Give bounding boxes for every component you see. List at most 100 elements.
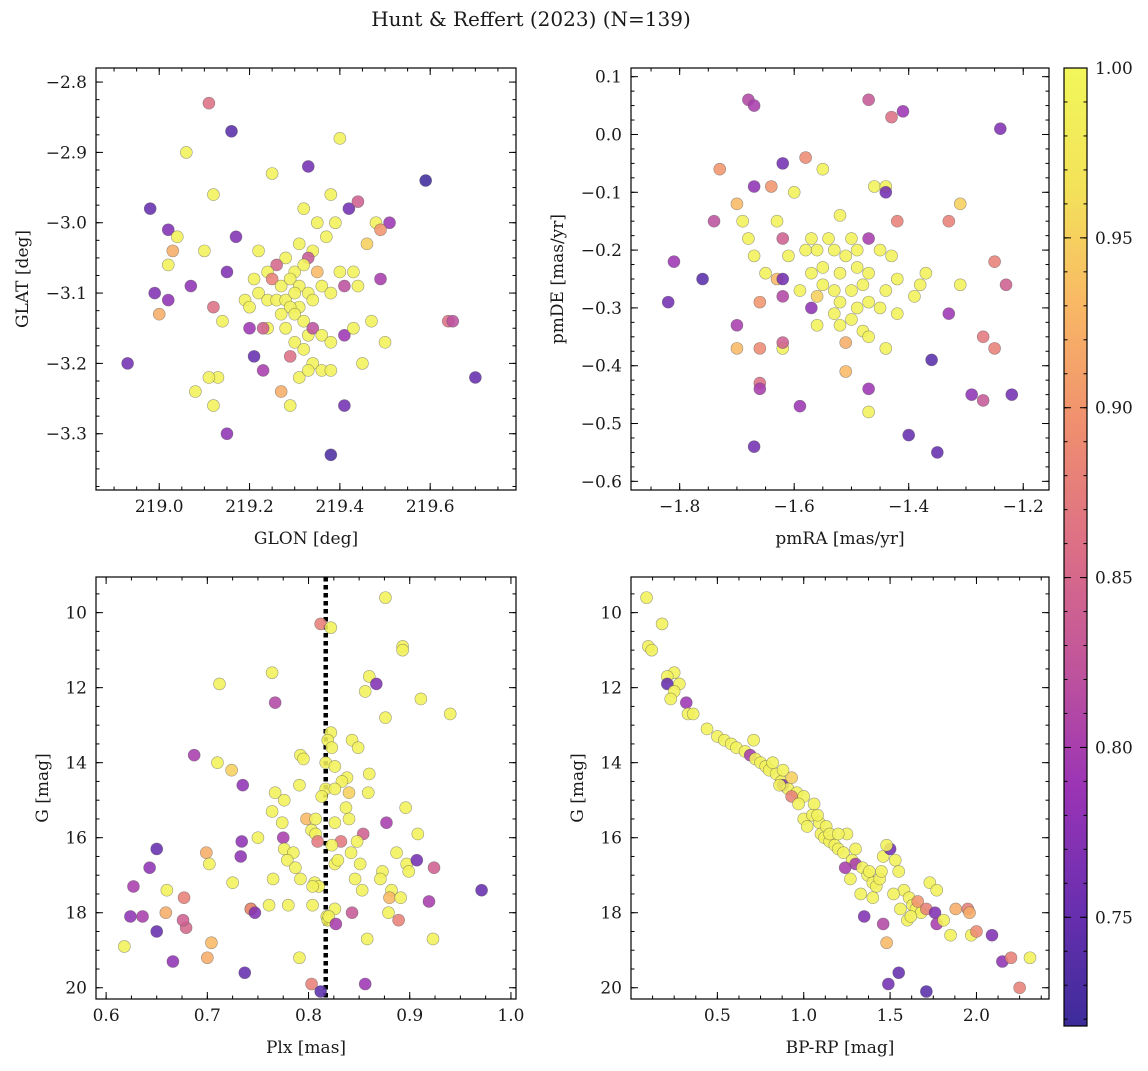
data-point <box>220 427 234 441</box>
data-point <box>661 295 675 309</box>
data-point <box>785 771 798 784</box>
data-point <box>414 692 428 706</box>
data-point <box>176 913 190 927</box>
colorbar-tick-label: 0.90 <box>1095 399 1133 419</box>
data-point <box>360 932 374 946</box>
data-point <box>355 883 369 897</box>
data-point <box>184 279 198 293</box>
data-point <box>640 591 653 604</box>
data-point <box>793 399 807 413</box>
data-point <box>862 93 875 107</box>
axes-frame <box>95 67 517 491</box>
data-point <box>279 321 292 335</box>
data-point <box>328 782 342 796</box>
data-point <box>331 853 345 867</box>
data-point <box>297 343 311 356</box>
data-point <box>645 643 659 657</box>
data-point <box>297 752 310 766</box>
data-point <box>370 677 383 691</box>
data-point <box>854 887 868 901</box>
data-point <box>200 846 213 860</box>
y-tick-label: −2.9 <box>46 143 87 163</box>
data-point <box>166 955 180 968</box>
data-point <box>382 906 395 920</box>
y-axis-label: pmDE [mas/yr] <box>548 214 568 344</box>
data-point <box>390 846 403 860</box>
data-point <box>344 846 358 860</box>
data-point <box>213 677 226 691</box>
y-tick-label: −3.2 <box>46 354 87 374</box>
data-point <box>294 872 307 886</box>
panel-plx: 0.6 0.7 0.8 0.9 1.0 10 12 14 16 18 20 Plx [mas] G [m… <box>33 576 524 1058</box>
data-point <box>747 440 761 453</box>
data-point <box>850 243 864 257</box>
y-tick-label: 10 <box>65 604 87 624</box>
data-point <box>274 279 288 293</box>
y-tick-label: 12 <box>65 679 87 699</box>
data-point <box>297 258 311 272</box>
data-point <box>908 290 921 303</box>
data-point <box>930 883 944 897</box>
data-point <box>985 928 999 942</box>
data-point <box>314 985 327 998</box>
data-point <box>845 232 858 245</box>
x-tick-label: 219.0 <box>135 497 184 517</box>
data-point <box>180 146 193 159</box>
data-point <box>161 293 175 307</box>
data-point <box>324 335 338 349</box>
data-point <box>892 966 906 980</box>
data-point <box>374 872 387 886</box>
data-point <box>822 232 835 245</box>
axes-frame <box>95 576 517 1000</box>
data-point <box>782 249 795 263</box>
data-point <box>351 195 365 208</box>
panel-pm: −1.8 −1.6 −1.4 −1.2 −0.6 −0.5 −0.4 −0.3 −0.2 −0.1… <box>548 67 1050 549</box>
figure-title: Hunt & Reffert (2023) (N=139) <box>371 7 691 31</box>
data-point <box>342 786 356 799</box>
data-point <box>288 307 302 321</box>
data-point <box>896 105 910 118</box>
x-axis-label: BP-RP [mag] <box>786 1038 895 1058</box>
data-point <box>247 350 261 363</box>
data-point <box>911 895 925 908</box>
data-point <box>402 865 416 878</box>
data-point <box>862 330 875 344</box>
data-point <box>324 448 338 462</box>
data-point <box>187 748 201 762</box>
y-tick-label: −0.2 <box>581 241 622 261</box>
data-point <box>361 786 375 799</box>
data-point <box>292 371 306 384</box>
data-point <box>177 891 191 905</box>
data-point <box>283 399 297 412</box>
data-point <box>845 313 858 326</box>
data-point <box>920 985 933 998</box>
data-point <box>849 842 862 856</box>
data-point <box>931 446 944 459</box>
data-point <box>289 861 302 875</box>
data-point <box>805 266 818 280</box>
data-point <box>324 364 338 377</box>
data-point <box>857 910 871 923</box>
data-point <box>965 388 978 401</box>
y-tick-label: 10 <box>600 604 622 624</box>
data-point <box>873 301 887 315</box>
data-point <box>292 237 306 251</box>
data-point <box>280 853 294 867</box>
data-point <box>862 232 875 245</box>
colorbar: 0.75 0.80 0.85 0.90 0.95 1.00 <box>1063 59 1133 1027</box>
data-point <box>379 711 392 724</box>
data-point <box>799 243 812 257</box>
data-point <box>236 778 250 792</box>
data-point <box>329 917 343 931</box>
data-point <box>329 216 342 230</box>
data-point <box>833 295 847 309</box>
data-point <box>793 284 807 297</box>
data-point <box>362 767 376 781</box>
data-point <box>309 812 322 826</box>
data-point <box>944 928 957 942</box>
data-point <box>890 214 904 228</box>
colorbar-tick-label: 0.80 <box>1095 738 1133 758</box>
data-point <box>166 244 180 258</box>
y-tick-label: 16 <box>600 829 622 849</box>
data-point <box>942 307 956 320</box>
